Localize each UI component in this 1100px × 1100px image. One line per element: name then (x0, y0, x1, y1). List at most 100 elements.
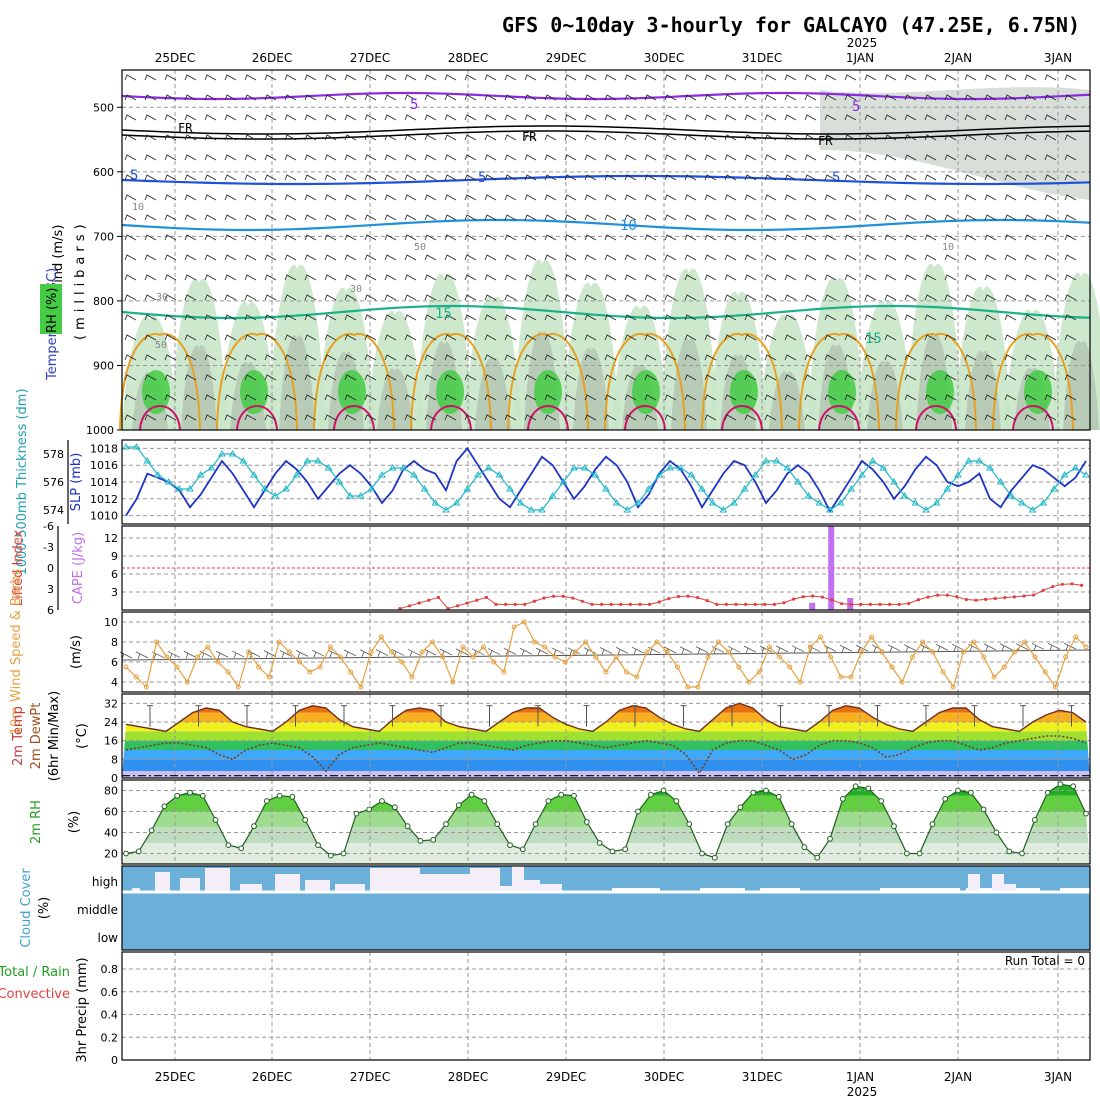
wind-barb (884, 354, 897, 361)
wind-barb (424, 94, 437, 101)
wind10-point (205, 644, 211, 650)
wind-barb (504, 294, 517, 301)
wind-barb (144, 194, 157, 201)
rh2m-point (519, 846, 526, 853)
wind-barb (244, 174, 257, 181)
rh2m-point (238, 845, 245, 852)
wind-barb (144, 114, 157, 121)
thickness-point (292, 471, 301, 478)
wind-barb (664, 234, 677, 241)
wind-barb (504, 374, 517, 381)
thickness-point (975, 457, 984, 464)
wind-barb (724, 234, 737, 241)
wind10-point (756, 669, 762, 675)
rh2m-point (673, 798, 680, 804)
wind-barb (884, 414, 897, 421)
wind10-point (276, 639, 282, 645)
wind-barb (524, 154, 537, 161)
wind10-barb (279, 650, 293, 658)
wind-barb (344, 394, 357, 401)
wind-barb (224, 154, 237, 161)
rh2m-point (647, 791, 654, 798)
wind10-point (1083, 644, 1089, 650)
wind-barb (924, 114, 937, 121)
wind-barb (604, 154, 617, 161)
wind10-barb (519, 647, 533, 656)
wind10-point (654, 639, 660, 645)
precip-tick-label: 0.4 (101, 1009, 119, 1022)
wind-barb (324, 374, 337, 381)
rh2m-point (366, 806, 373, 813)
wind-barb (124, 114, 137, 121)
wind-barb (704, 254, 717, 261)
wind10-barb (503, 648, 517, 656)
wind-barb (504, 394, 517, 401)
wind-barb (624, 174, 637, 181)
wind-barb (344, 334, 357, 341)
wind-barb (524, 134, 537, 141)
wind-barb (324, 294, 337, 301)
pressure-axis: 500 600 700 800 900 1000 (86, 101, 122, 437)
wind-barb (264, 234, 277, 241)
li-point (465, 601, 469, 605)
wind-barb (1024, 134, 1037, 141)
wind-barb (684, 154, 697, 161)
wind-barb (364, 294, 377, 301)
wind-barb (864, 394, 877, 401)
li-point (1060, 582, 1064, 586)
wind-barb (664, 114, 677, 121)
wind-barb (724, 154, 737, 161)
wind-barb (1024, 394, 1037, 401)
thickness-point (260, 485, 269, 492)
temp-label-2-group: 2m DewPt (29, 703, 44, 770)
wind-barb (324, 414, 337, 421)
wind-barb (344, 374, 357, 381)
wind-barb (1004, 334, 1017, 341)
wind-barb (564, 94, 577, 101)
wind-barb (424, 174, 437, 181)
legend-rh-label: RH (%) (45, 288, 60, 333)
cape-bar (809, 602, 816, 610)
wind-barb (724, 314, 737, 321)
wind-barb (824, 254, 837, 261)
rh2m-point (123, 850, 129, 857)
wind-barb (844, 74, 857, 81)
wind-barb (604, 134, 617, 141)
precip-label-convective: Convective (0, 987, 70, 1002)
wind-barb (944, 394, 957, 401)
wind-barb (764, 274, 777, 281)
li-point (878, 602, 882, 607)
li-point (811, 594, 815, 598)
slp-lines (122, 443, 1090, 517)
thickness-point (314, 457, 322, 464)
wind-barb (224, 254, 237, 261)
wind-barb (204, 394, 217, 401)
top-day-label: 30DEC (644, 51, 684, 65)
wind-barb (764, 294, 777, 301)
wind-barb (144, 274, 157, 281)
rh2m-point (135, 848, 142, 855)
wind-barb (724, 274, 737, 281)
rh-label-10: 10 (132, 202, 144, 213)
wind-barb (244, 334, 257, 341)
wind-barb (604, 374, 617, 381)
top-day-label: 3JAN (1044, 51, 1072, 65)
thickness-point (303, 457, 312, 464)
li-point (523, 602, 527, 607)
wind-barb (184, 74, 197, 81)
wind10-barb (631, 646, 645, 655)
wind-barb (1064, 114, 1077, 121)
wind-barb (444, 114, 457, 121)
wind-barb (484, 354, 497, 361)
thickness-point (666, 464, 674, 471)
contour-magenta-arch (236, 405, 278, 431)
wind-barb (804, 334, 817, 341)
wind-barb (304, 314, 317, 321)
wind-barb (1004, 114, 1017, 121)
wind-barb (404, 374, 417, 381)
wind-barb (624, 114, 637, 121)
wind-barb (1044, 234, 1057, 241)
wind10-point (215, 659, 221, 665)
wind-barb (144, 174, 157, 181)
wind-barb (704, 394, 717, 401)
